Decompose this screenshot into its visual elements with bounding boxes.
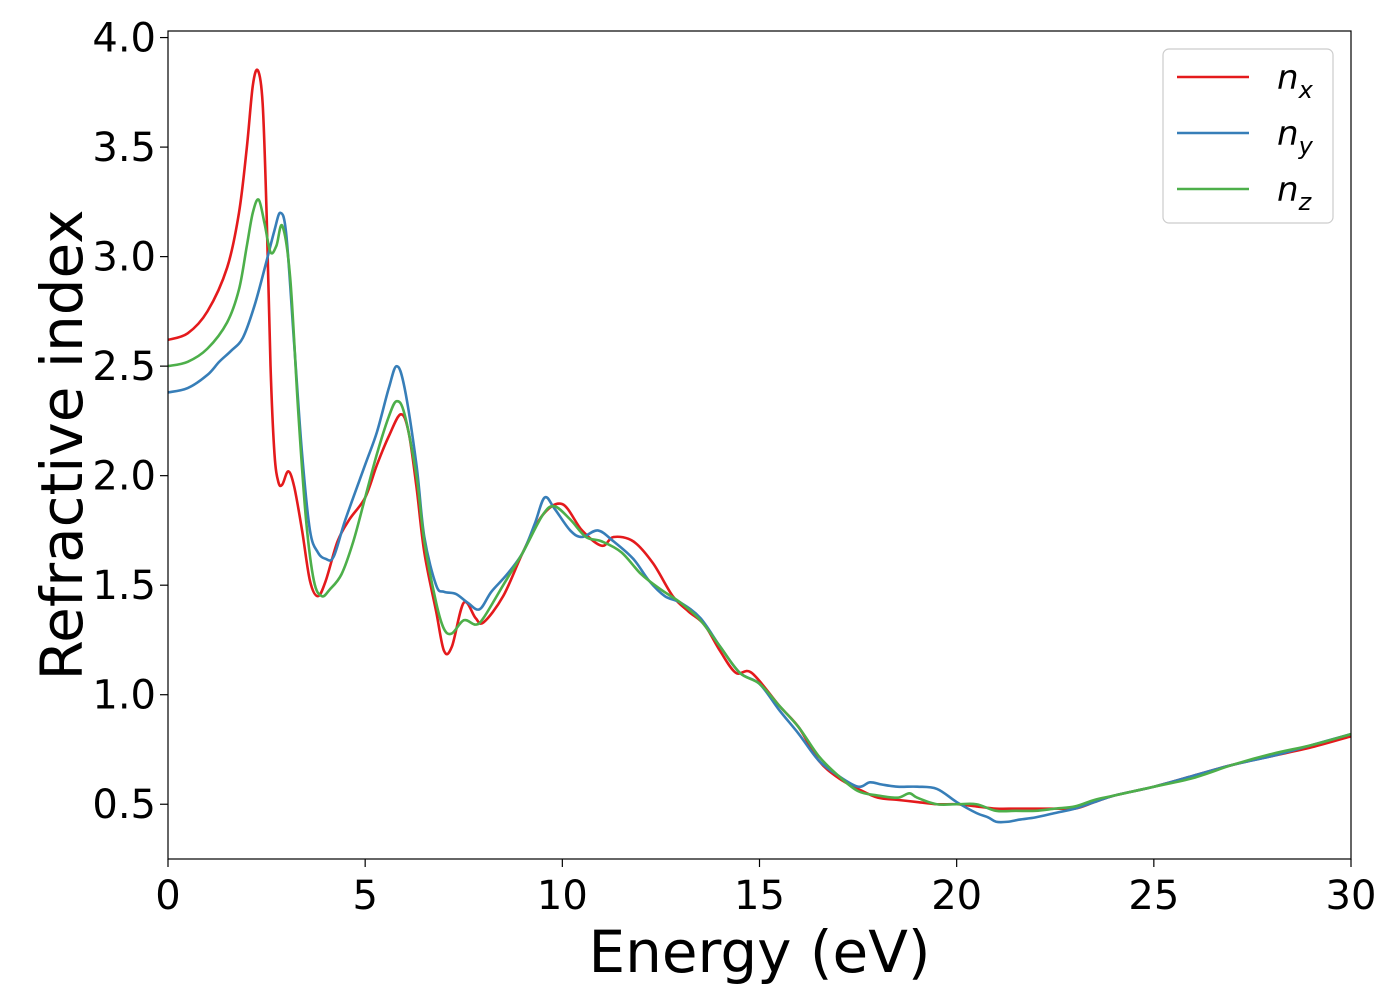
legend-item-z: nz [1177,170,1313,216]
legend-label: nx [1277,58,1314,104]
x-tick-label: 10 [537,873,588,919]
x-tick-label: 20 [931,873,982,919]
y-tick-label: 3.0 [92,235,156,281]
y-tick-label: 1.5 [92,563,156,609]
y-tick-label: 1.0 [92,673,156,719]
y-tick-label: 4.0 [92,16,156,62]
legend: nx ny nz [1162,48,1334,224]
legend-label: nz [1277,170,1313,216]
y-tick-label: 3.5 [92,125,156,171]
x-axis-label: Energy (eV) [588,918,930,986]
ticks-layer: 0 5 10 15 20 25 30 0.5 1.0 1.5 2.0 2.5 3.0 3.5 4.0 [92,16,1376,919]
x-tick-label: 0 [155,873,180,919]
series-line-z [168,198,1351,813]
legend-label: ny [1277,114,1314,160]
y-axis-label: Refractive index [28,209,96,680]
x-tick-label: 25 [1128,873,1179,919]
x-tick-label: 5 [352,873,377,919]
legend-box [1162,48,1334,224]
legend-item-x: nx [1177,58,1314,104]
series-line-y [168,211,1351,824]
y-tick-label: 2.5 [92,344,156,390]
x-tick-label: 30 [1326,873,1377,919]
x-tick-label: 15 [734,873,785,919]
legend-item-y: ny [1177,114,1314,160]
series-layer [168,68,1351,824]
y-tick-label: 2.0 [92,454,156,500]
y-tick-label: 0.5 [92,782,156,828]
